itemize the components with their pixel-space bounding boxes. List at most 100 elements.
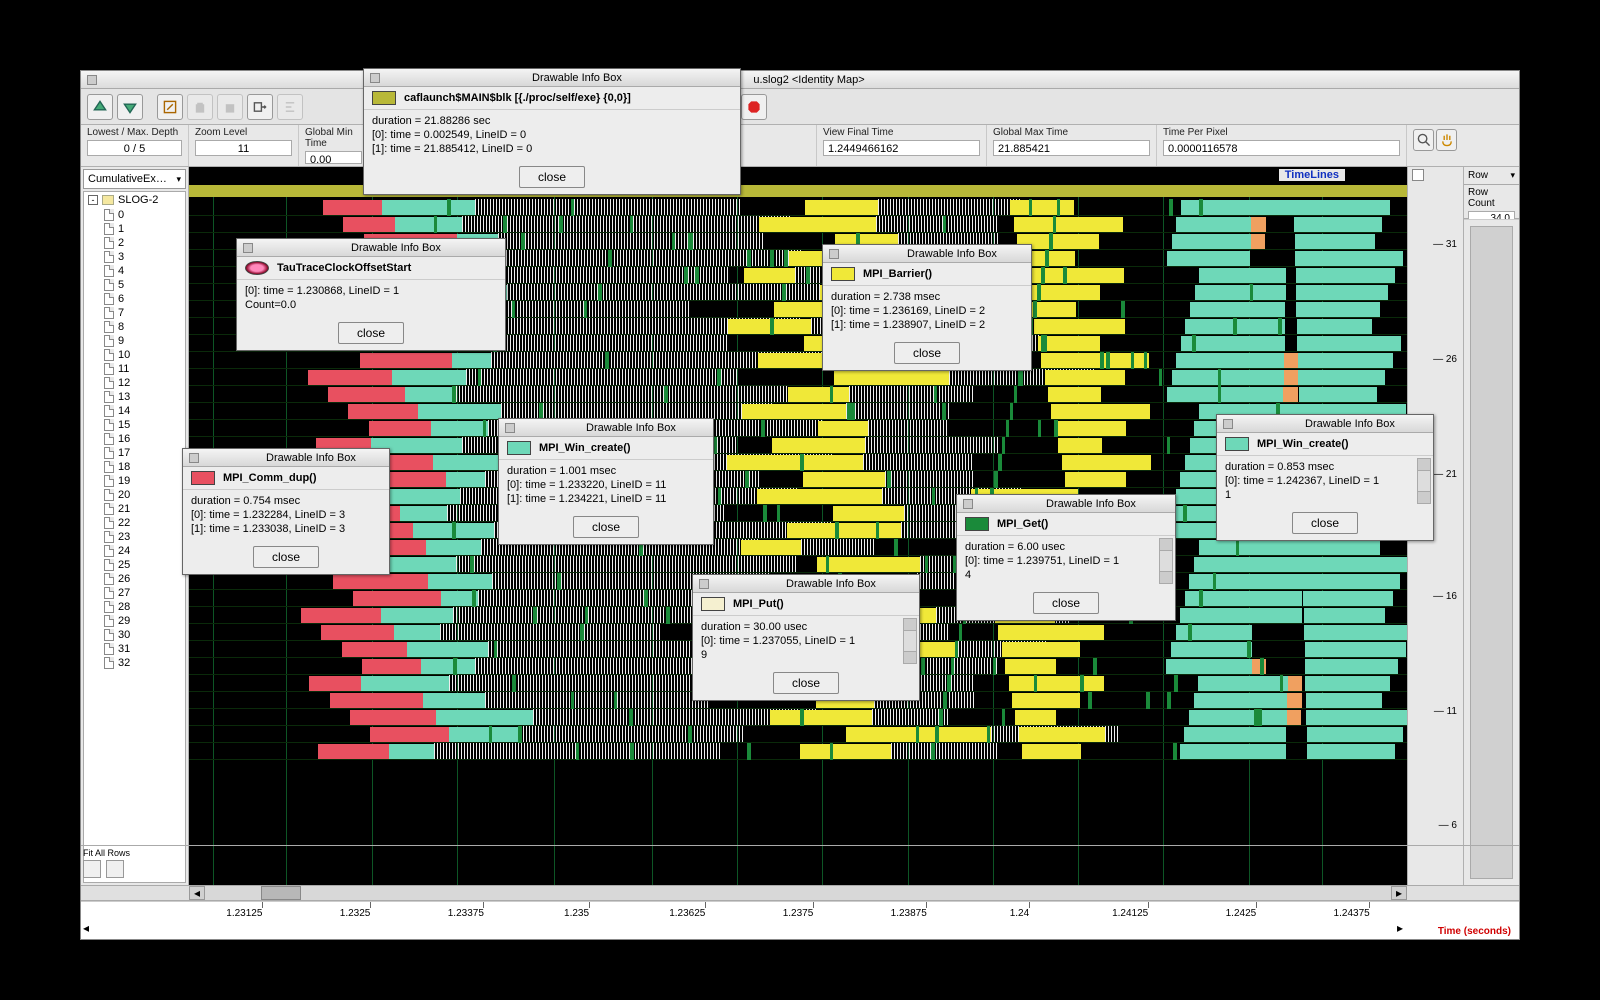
- tree-item[interactable]: 17: [84, 446, 185, 460]
- tree-item[interactable]: 20: [84, 488, 185, 502]
- search-icon[interactable]: [1413, 129, 1434, 151]
- close-button[interactable]: close: [573, 516, 639, 538]
- vfinal-value: 1.2449466162: [823, 140, 980, 156]
- info-popup[interactable]: Drawable Info Box TauTraceClockOffsetStar…: [236, 238, 506, 351]
- tree-item[interactable]: 0: [84, 208, 185, 222]
- tree-item[interactable]: 5: [84, 278, 185, 292]
- level-up-button[interactable]: [87, 94, 113, 120]
- window-menu-icon[interactable]: [963, 499, 973, 509]
- close-button[interactable]: close: [894, 342, 960, 364]
- tree-item[interactable]: 16: [84, 432, 185, 446]
- popup-titlebar[interactable]: Drawable Info Box: [237, 239, 505, 257]
- info-popup[interactable]: Drawable Info BoxMPI_Win_create()duratio…: [1216, 414, 1434, 541]
- window-menu-icon[interactable]: [189, 453, 199, 463]
- axis-right-arrow-icon[interactable]: ▸: [1397, 921, 1403, 935]
- chevron-down-icon[interactable]: [1510, 170, 1515, 181]
- window-menu-icon[interactable]: [370, 73, 380, 83]
- tree-item[interactable]: 14: [84, 404, 185, 418]
- tree-item[interactable]: 27: [84, 586, 185, 600]
- level-down-button[interactable]: [117, 94, 143, 120]
- row-axis-handle[interactable]: [1412, 169, 1424, 181]
- tree-item[interactable]: 13: [84, 390, 185, 404]
- stop-button[interactable]: [741, 94, 767, 120]
- info-popup[interactable]: Drawable Info BoxMPI_Put()duration = 30.…: [692, 574, 920, 701]
- tree-root[interactable]: - SLOG-2: [84, 192, 185, 208]
- close-button[interactable]: close: [338, 322, 404, 344]
- zoom-fit-icon[interactable]: [83, 860, 101, 878]
- document-icon: [104, 251, 114, 263]
- tree-item[interactable]: 19: [84, 474, 185, 488]
- tree-item[interactable]: 6: [84, 292, 185, 306]
- time-axis-tick: 1.2325: [355, 902, 386, 919]
- popup-event-name: TauTraceClockOffsetStart: [277, 262, 411, 274]
- hand-icon[interactable]: [106, 860, 124, 878]
- tree-item[interactable]: 1: [84, 222, 185, 236]
- horizontal-scrollbar[interactable]: ◂ ▸: [81, 885, 1519, 901]
- tree-item[interactable]: 3: [84, 250, 185, 264]
- window-menu-icon[interactable]: [699, 579, 709, 589]
- scroll-thumb[interactable]: [261, 886, 301, 900]
- axis-left-arrow-icon[interactable]: ◂: [83, 921, 89, 935]
- window-menu-icon[interactable]: [1223, 419, 1233, 429]
- time-axis-tick: 1.23875: [909, 902, 945, 919]
- popup-titlebar[interactable]: Drawable Info Box: [823, 245, 1031, 263]
- close-button[interactable]: close: [1292, 512, 1358, 534]
- tree-item[interactable]: 4: [84, 264, 185, 278]
- tree-item[interactable]: 22: [84, 516, 185, 530]
- status-row: Lowest / Max. Depth 0 / 5 Zoom Level 11 …: [81, 125, 1519, 167]
- document-icon: [104, 321, 114, 333]
- window-menu-icon[interactable]: [505, 423, 515, 433]
- tree-item[interactable]: 21: [84, 502, 185, 516]
- time-axis-tick: 1.2425: [1241, 902, 1272, 919]
- tree-item[interactable]: 23: [84, 530, 185, 544]
- tree-item[interactable]: 7: [84, 306, 185, 320]
- tree-item[interactable]: 32: [84, 656, 185, 670]
- close-button[interactable]: close: [253, 546, 319, 568]
- tree-item[interactable]: 24: [84, 544, 185, 558]
- tree-item[interactable]: 28: [84, 600, 185, 614]
- close-button[interactable]: close: [1033, 592, 1099, 614]
- scroll-right-icon[interactable]: ▸: [1391, 886, 1407, 900]
- titlebar[interactable]: u.slog2 <Identity Map>: [81, 71, 1519, 89]
- document-icon: [104, 489, 114, 501]
- popup-titlebar[interactable]: Drawable Info Box: [1217, 415, 1433, 433]
- tree[interactable]: - SLOG-2 0123456789101112131415161718192…: [83, 191, 186, 883]
- window-menu-icon[interactable]: [243, 243, 253, 253]
- tree-item[interactable]: 8: [84, 320, 185, 334]
- tree-item[interactable]: 15: [84, 418, 185, 432]
- popup-titlebar[interactable]: Drawable Info Box: [183, 449, 389, 467]
- tree-item[interactable]: 18: [84, 460, 185, 474]
- tree-item[interactable]: 11: [84, 362, 185, 376]
- tree-item[interactable]: 30: [84, 628, 185, 642]
- info-popup[interactable]: Drawable Info BoxMPI_Comm_dup()duration …: [182, 448, 390, 575]
- tree-item[interactable]: 10: [84, 348, 185, 362]
- view-mode-combo[interactable]: CumulativeEx…: [83, 169, 186, 189]
- close-button[interactable]: close: [773, 672, 839, 694]
- popup-titlebar[interactable]: Drawable Info Box: [957, 495, 1175, 513]
- time-axis-tick: 1.235: [577, 902, 602, 919]
- popup-titlebar[interactable]: Drawable Info Box: [364, 69, 740, 87]
- time-axis-tick: 1.23375: [466, 902, 502, 919]
- tree-item[interactable]: 31: [84, 642, 185, 656]
- popup-event-name: MPI_Win_create(): [1257, 438, 1349, 450]
- window-menu-icon[interactable]: [87, 75, 97, 85]
- tree-item[interactable]: 12: [84, 376, 185, 390]
- legend-button[interactable]: [157, 94, 183, 120]
- export-button[interactable]: [247, 94, 273, 120]
- info-popup[interactable]: Drawable Info BoxMPI_Barrier()duration =…: [822, 244, 1032, 371]
- tree-item[interactable]: 29: [84, 614, 185, 628]
- scroll-left-icon[interactable]: ◂: [189, 886, 205, 900]
- info-popup[interactable]: Drawable Info BoxMPI_Win_create()duratio…: [498, 418, 714, 545]
- close-button[interactable]: close: [519, 166, 585, 188]
- popup-titlebar[interactable]: Drawable Info Box: [693, 575, 919, 593]
- info-popup[interactable]: Drawable Info BoxMPI_Get()duration = 6.0…: [956, 494, 1176, 621]
- tree-item[interactable]: 2: [84, 236, 185, 250]
- window-menu-icon[interactable]: [829, 249, 839, 259]
- tree-item[interactable]: 9: [84, 334, 185, 348]
- time-axis-tick: 1.2375: [798, 902, 829, 919]
- info-popup[interactable]: Drawable Info Boxcaflaunch$MAIN$blk [{./…: [363, 68, 741, 195]
- tree-item[interactable]: 25: [84, 558, 185, 572]
- popup-titlebar[interactable]: Drawable Info Box: [499, 419, 713, 437]
- tree-item[interactable]: 26: [84, 572, 185, 586]
- hand-icon[interactable]: [1436, 129, 1457, 151]
